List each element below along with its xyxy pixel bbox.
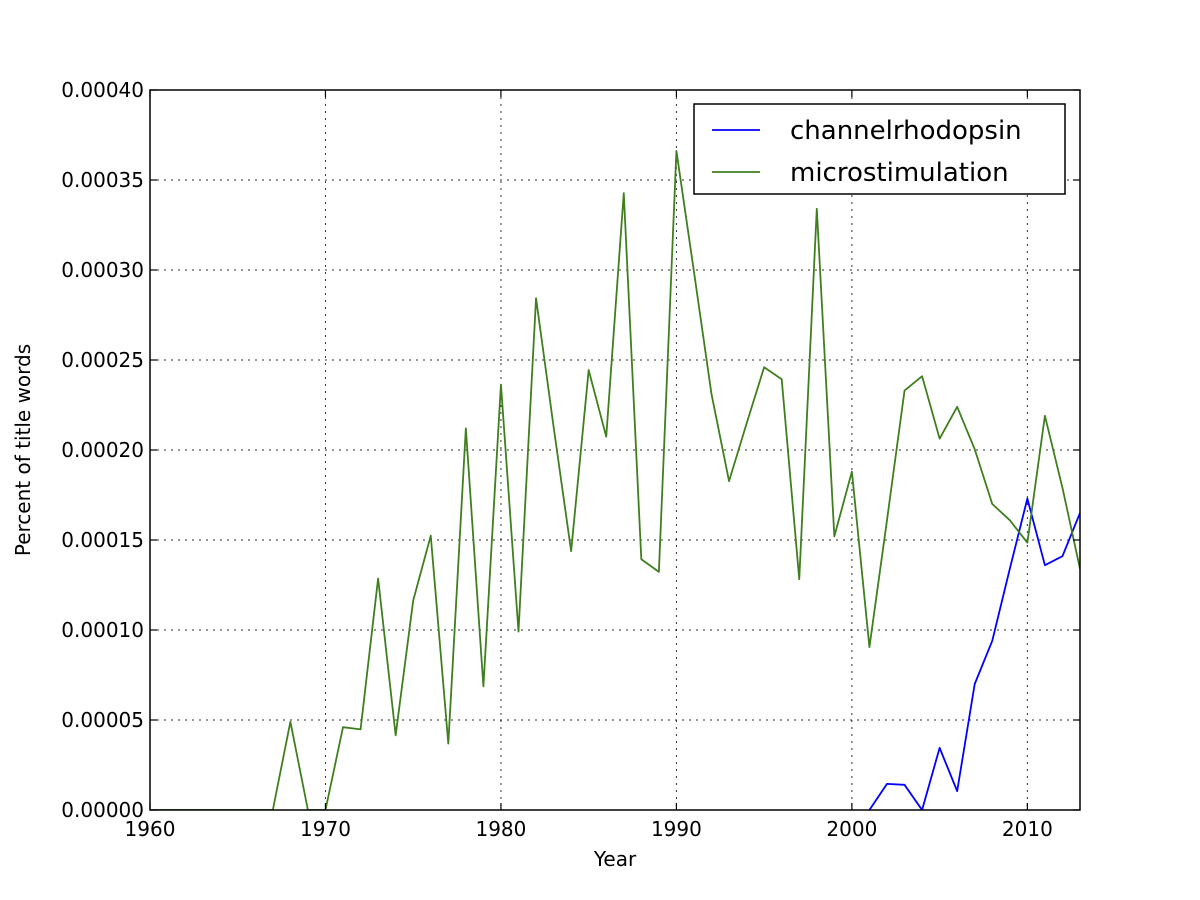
plot-background [150,90,1080,810]
x-tick-label: 1990 [651,817,702,841]
legend: channelrhodopsin microstimulation [693,103,1066,195]
y-tick-label: 0.00035 [61,168,144,192]
grid-lines [150,90,1080,810]
y-axis-label: Percent of title words [11,344,35,556]
y-tick-label: 0.00030 [61,258,144,282]
axis-ticks [149,89,1080,811]
y-tick-label: 0.00025 [61,348,144,372]
y-tick-label: 0.00000 [61,798,144,822]
y-tick-label: 0.00015 [61,528,144,552]
series-lines [150,150,1080,810]
x-tick-label: 1970 [300,817,351,841]
x-tick-label: 1960 [125,817,176,841]
series-line-channelrhodopsin [868,497,1080,810]
y-tick-label: 0.00040 [61,78,144,102]
legend-frame [693,103,1066,195]
y-tick-label: 0.00005 [61,708,144,732]
series-line-microstimulation [150,150,1080,810]
y-tick-label: 0.00010 [61,618,144,642]
x-axis-label: Year [593,847,637,871]
tick-labels: 1960 1970 1980 1990 2000 2010 0.00000 0.00005 0.… [61,78,1053,841]
legend-label-microstimulation: microstimulation [790,158,1009,188]
legend-label-channelrhodopsin: channelrhodopsin [790,116,1022,146]
x-tick-label: 2000 [826,817,877,841]
y-tick-label: 0.00020 [61,438,144,462]
x-tick-label: 2010 [1002,817,1053,841]
x-tick-label: 1980 [475,817,526,841]
